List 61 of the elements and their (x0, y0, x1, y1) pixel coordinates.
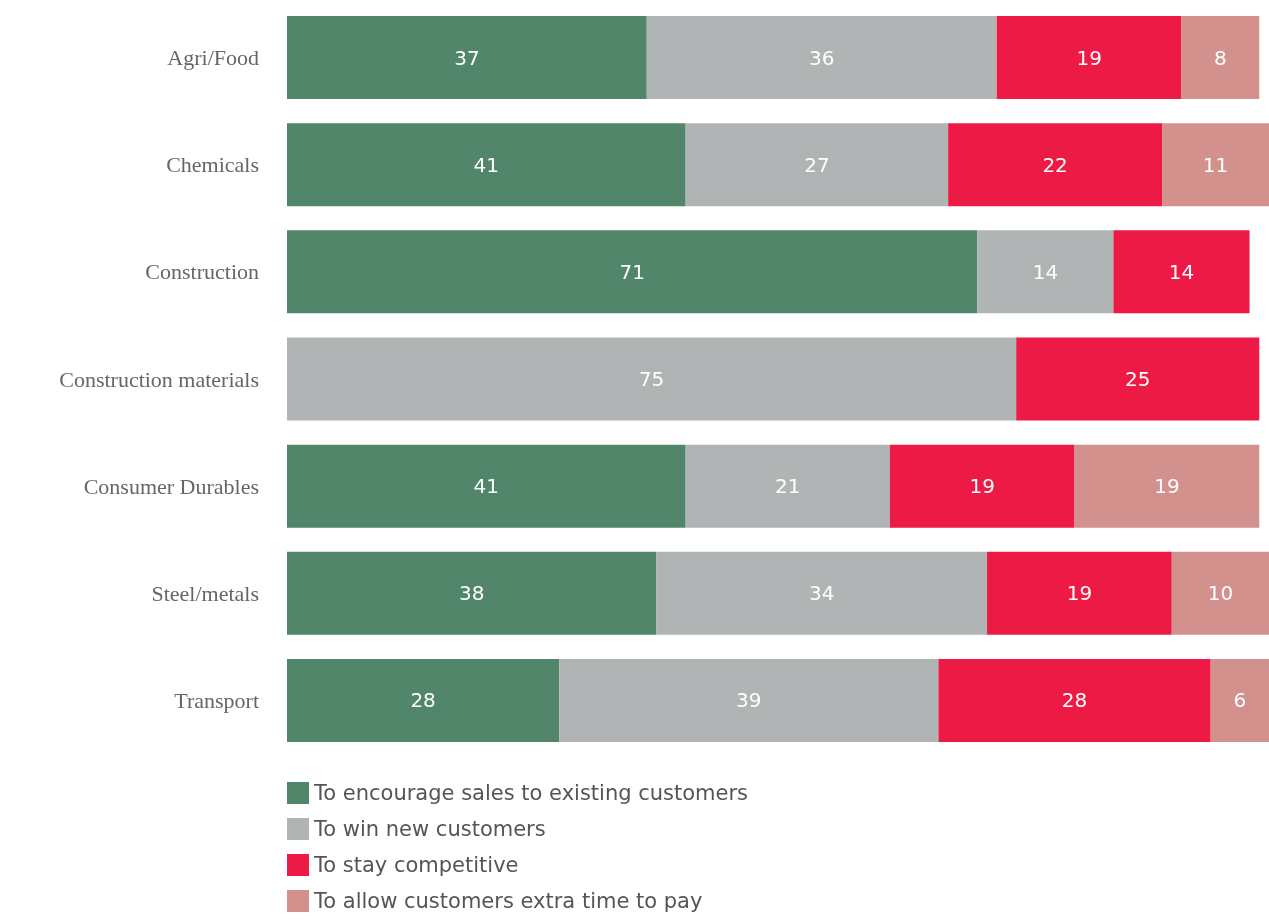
data-label: 38 (459, 581, 485, 606)
data-label: 28 (1061, 688, 1088, 713)
bar (287, 444, 686, 528)
legend-label: To allow customers extra time to pay (313, 889, 703, 913)
y-tick-label: Agri/Food (167, 45, 259, 71)
bar (987, 551, 1172, 635)
bar (287, 551, 657, 635)
data-label: 6 (1233, 688, 1247, 713)
data-label: 71 (619, 259, 645, 284)
bar (1181, 16, 1260, 100)
data-label: 39 (736, 688, 762, 713)
bar (1210, 658, 1269, 742)
bar (996, 16, 1182, 100)
legend-label: To encourage sales to existing customers (313, 781, 749, 805)
data-label: 37 (454, 45, 480, 70)
bar (1074, 444, 1260, 528)
bar (889, 444, 1075, 528)
data-label: 10 (1207, 581, 1234, 606)
legend-label: To win new customers (313, 817, 546, 841)
y-tick-label: Construction (145, 259, 259, 285)
data-label: 14 (1032, 259, 1059, 284)
data-label: 19 (969, 474, 995, 499)
data-label: 75 (638, 367, 665, 391)
y-tick-label: Construction materials (59, 366, 259, 392)
data-label: 19 (1066, 581, 1093, 606)
bar (948, 123, 1163, 207)
data-label: 14 (1168, 259, 1195, 284)
data-label: 27 (804, 152, 830, 177)
bar (685, 444, 890, 528)
bar (287, 16, 647, 100)
y-tick-label: Chemicals (166, 152, 259, 178)
bar (1016, 337, 1260, 421)
data-label: 21 (775, 474, 801, 499)
bar (287, 337, 1017, 421)
bar (559, 658, 939, 742)
data-label: 19 (1154, 474, 1180, 499)
bar (1171, 551, 1269, 635)
y-tick-label: Steel/metals (151, 580, 259, 606)
bar (287, 658, 560, 742)
data-label: 41 (473, 152, 500, 177)
bar (938, 658, 1211, 742)
data-label: 22 (1042, 152, 1068, 177)
bar (646, 16, 997, 100)
data-label: 34 (809, 581, 835, 606)
data-label: 25 (1125, 367, 1151, 391)
data-label: 36 (809, 45, 835, 70)
data-label: 28 (410, 688, 436, 713)
data-label: 41 (473, 474, 500, 499)
bar (685, 123, 949, 207)
bar (1113, 230, 1250, 314)
bar (287, 123, 686, 207)
data-label: 8 (1214, 45, 1227, 70)
data-label: 11 (1202, 152, 1229, 177)
y-tick-label: Transport (174, 687, 259, 713)
bar (977, 230, 1114, 314)
bar (656, 551, 988, 635)
bar (287, 230, 978, 314)
bar (1162, 123, 1269, 207)
y-tick-label: Consumer Durables (83, 473, 259, 499)
legend-label: To stay competitive (313, 853, 519, 877)
data-label: 19 (1076, 45, 1102, 70)
